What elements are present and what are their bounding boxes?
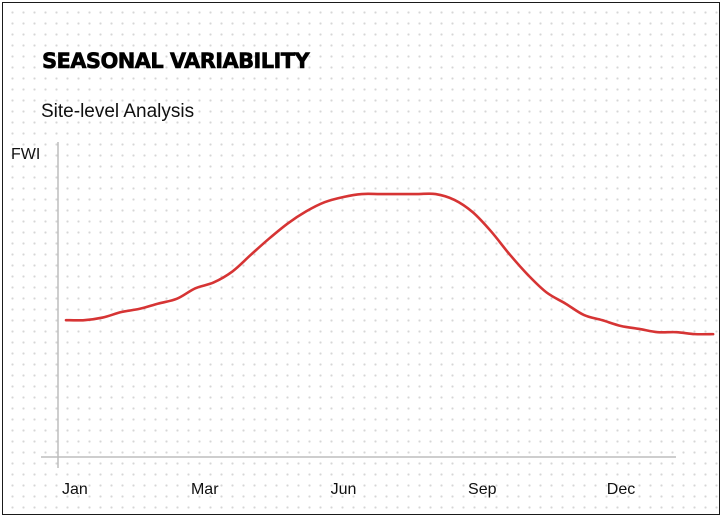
x-tick-labels: Jan Mar Jun Sep Dec: [62, 481, 635, 498]
chart-axes: [41, 142, 676, 468]
y-axis-label: FWI: [11, 146, 40, 163]
x-tick-label: Dec: [607, 481, 635, 498]
chart-subtitle: Site-level Analysis: [41, 101, 195, 122]
x-tick-label: Mar: [191, 481, 219, 498]
x-tick-label: Sep: [468, 481, 497, 498]
chart-title: SEASONAL VARIABILITY: [42, 49, 310, 74]
chart-frame: [2, 2, 720, 515]
chart-series: [64, 192, 715, 336]
x-tick-label: Jun: [331, 481, 357, 498]
x-tick-label: Jan: [62, 481, 88, 498]
series-line: [64, 192, 715, 336]
